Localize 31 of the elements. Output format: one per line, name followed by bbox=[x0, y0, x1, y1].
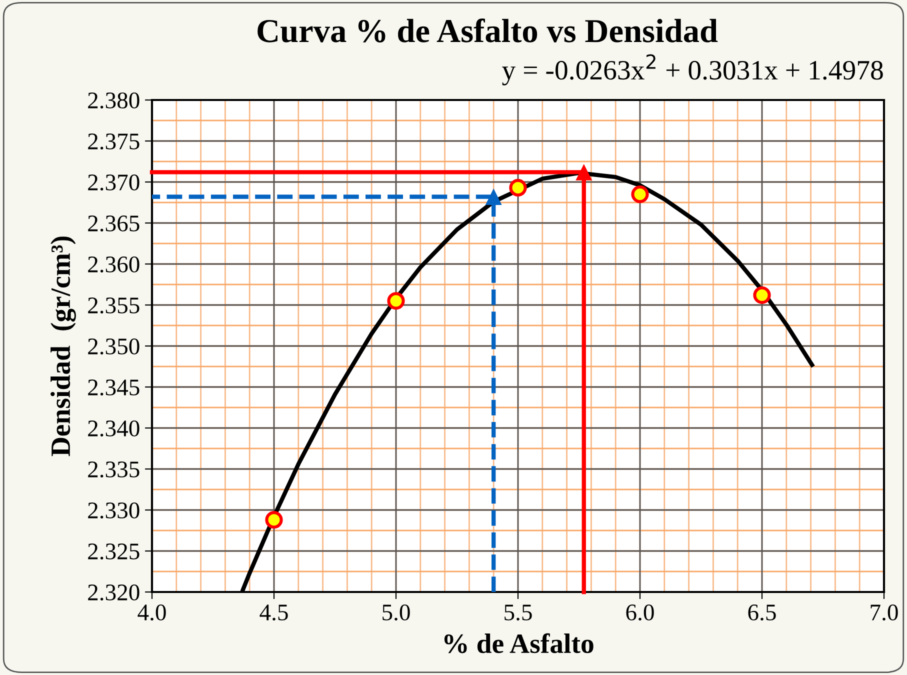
y-tick-label: 2.335 bbox=[88, 462, 140, 478]
x-tick-label: 7.0 bbox=[870, 604, 898, 621]
x-tick-label: 6.0 bbox=[626, 604, 654, 621]
y-tick-label: 2.365 bbox=[88, 216, 140, 232]
y-tick-label: 2.360 bbox=[88, 256, 140, 273]
point bbox=[509, 178, 527, 197]
y-tick-label: 2.325 bbox=[88, 544, 140, 560]
text: y = -0.0263x$^{2}$ + 0.3031x + 1.4978 bbox=[502, 54, 883, 86]
y-tick-label: 2.380 bbox=[88, 92, 140, 109]
point bbox=[485, 188, 502, 205]
point bbox=[265, 511, 283, 529]
point bbox=[576, 164, 592, 180]
y-tick-label: 2.345 bbox=[88, 380, 140, 396]
y-tick-label: 2.320 bbox=[88, 584, 140, 601]
y-tick-label: 2.355 bbox=[88, 298, 140, 314]
y-tick-label: 2.370 bbox=[88, 174, 140, 191]
y-tick-label: 2.375 bbox=[88, 134, 140, 150]
x-tick-label: 6.5 bbox=[748, 604, 776, 621]
x-tick-label: 4.5 bbox=[260, 604, 288, 621]
x-tick-label: 5.0 bbox=[382, 604, 410, 621]
point bbox=[753, 286, 771, 304]
y-tick-label: 2.350 bbox=[88, 338, 140, 355]
point bbox=[387, 292, 405, 310]
y-tick-label: 2.340 bbox=[88, 420, 140, 437]
x-axis-title: % de Asfalto bbox=[444, 633, 594, 654]
point bbox=[631, 185, 649, 204]
x-tick-label: 5.5 bbox=[504, 604, 532, 621]
chart-title: Curva % de Asfalto vs Densidad bbox=[258, 18, 718, 42]
y-axis-title: Densidad (gr/cm³) bbox=[50, 236, 76, 456]
x-tick-label: 4.0 bbox=[138, 604, 166, 621]
y-tick-label: 2.330 bbox=[88, 502, 140, 519]
